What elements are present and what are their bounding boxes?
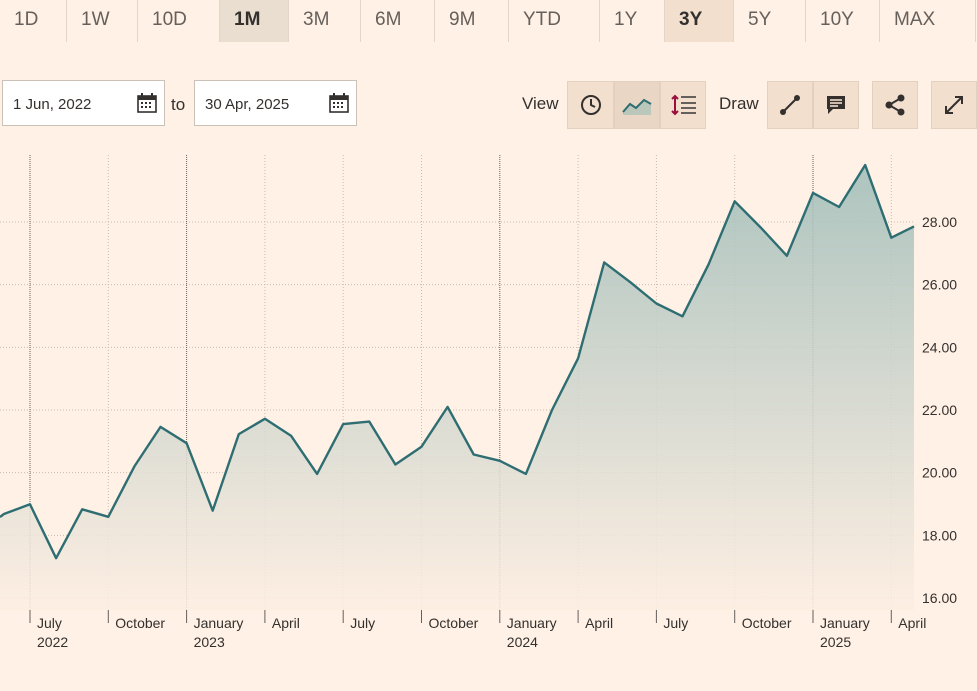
x-tick-year: 2023 (194, 634, 225, 650)
range-button-1m[interactable]: 1M (220, 0, 289, 42)
calendar-icon[interactable] (328, 92, 350, 114)
x-tick-year: 2024 (507, 634, 538, 650)
area-fill (0, 165, 914, 610)
comment-icon (827, 96, 845, 114)
y-tick-label: 22.00 (922, 402, 957, 418)
comment-button[interactable] (813, 81, 859, 129)
to-label: to (171, 95, 186, 114)
mountain-view-button[interactable] (614, 81, 660, 129)
mountain-chart-icon (622, 98, 652, 115)
x-tick-label: April (585, 615, 613, 631)
x-tick-label: April (272, 615, 300, 631)
range-selector: 1D 1W 10D 1M 3M 6M 9M YTD 1Y 3Y 5Y 10Y MAX (0, 0, 977, 42)
date-from-field[interactable]: 1 Jun, 2022 (2, 80, 165, 126)
price-chart: July 2022 October January 2023 April July Octob… (0, 155, 957, 650)
range-button-5y[interactable]: 5Y (734, 0, 806, 42)
x-tick-label: April (898, 615, 926, 631)
range-button-1y[interactable]: 1Y (600, 0, 665, 42)
indicators-button[interactable] (660, 81, 706, 129)
x-tick-label: January (194, 615, 244, 631)
share-icon (885, 94, 905, 116)
y-tick-label: 18.00 (922, 527, 957, 543)
range-button-3y[interactable]: 3Y (665, 0, 734, 42)
y-tick-label: 24.00 (922, 339, 957, 355)
x-tick-label: January (507, 615, 557, 631)
range-button-9m[interactable]: 9M (435, 0, 509, 42)
x-tick-year: 2022 (37, 634, 68, 650)
range-button-ytd[interactable]: YTD (509, 0, 600, 42)
x-tick-label: July (663, 615, 688, 631)
range-button-6m[interactable]: 6M (361, 0, 435, 42)
y-tick-label: 26.00 (922, 277, 957, 293)
share-button[interactable] (872, 81, 918, 129)
indicators-icon (671, 94, 696, 116)
x-tick-label: July (37, 615, 62, 631)
line-draw-icon (780, 95, 800, 115)
x-tick-label: October (115, 615, 165, 631)
range-button-1w[interactable]: 1W (67, 0, 138, 42)
x-tick-label: October (429, 615, 479, 631)
draw-label: Draw (719, 94, 759, 113)
range-button-1d[interactable]: 1D (0, 0, 67, 42)
expand-icon (945, 96, 963, 114)
date-to-value: 30 Apr, 2025 (205, 96, 290, 113)
y-tick-label: 28.00 (922, 214, 957, 230)
x-tick-label: January (820, 615, 870, 631)
range-button-3m[interactable]: 3M (289, 0, 361, 42)
date-to-field[interactable]: 30 Apr, 2025 (194, 80, 357, 126)
range-button-10y[interactable]: 10Y (806, 0, 880, 42)
x-tick-label: July (350, 615, 375, 631)
range-button-10d[interactable]: 10D (138, 0, 220, 42)
range-button-max[interactable]: MAX (880, 0, 976, 42)
y-tick-label: 16.00 (922, 590, 957, 606)
view-label: View (522, 94, 559, 113)
time-view-button[interactable] (567, 81, 614, 129)
y-tick-label: 20.00 (922, 465, 957, 481)
calendar-icon[interactable] (136, 92, 158, 114)
x-tick-label: October (742, 615, 792, 631)
clock-icon (580, 95, 601, 115)
expand-button[interactable] (931, 81, 977, 129)
date-from-value: 1 Jun, 2022 (13, 96, 92, 113)
x-tick-year: 2025 (820, 634, 851, 650)
line-draw-button[interactable] (767, 81, 813, 129)
